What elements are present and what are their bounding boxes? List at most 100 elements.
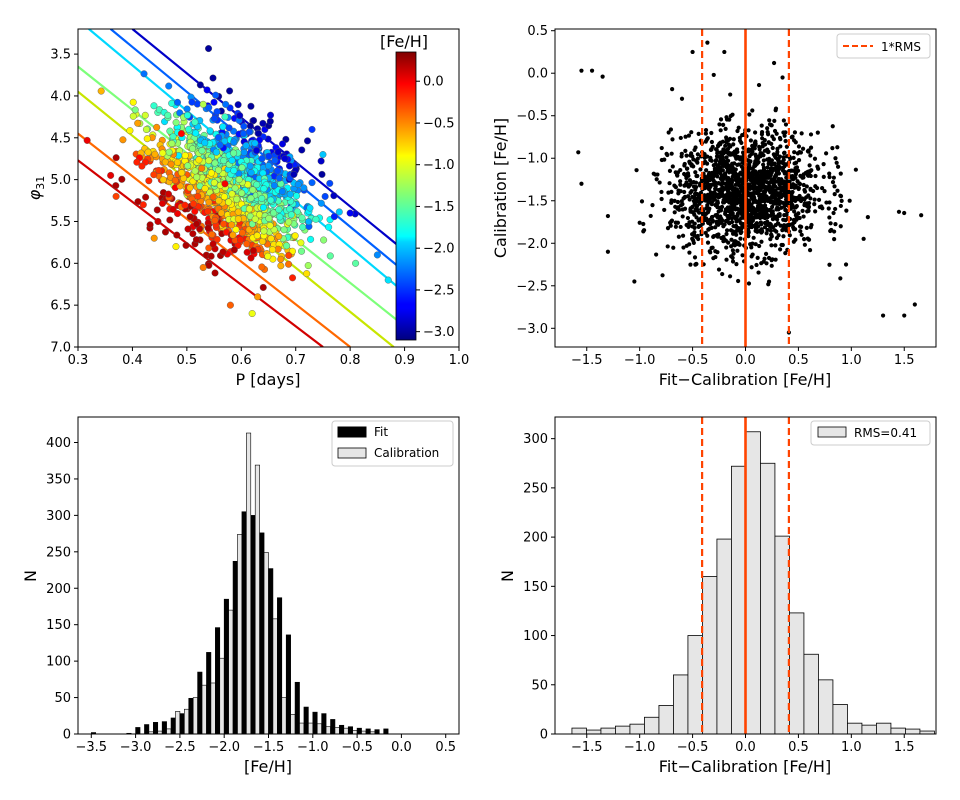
scatter-point: [715, 199, 720, 204]
scatter-point: [750, 178, 755, 183]
scatter-point: [752, 146, 757, 151]
scatter-point: [692, 212, 697, 217]
scatter-point: [632, 279, 637, 284]
scatter-point: [335, 208, 343, 216]
scatter-point: [912, 302, 917, 307]
scatter-point: [299, 223, 307, 231]
bar-fit: [170, 717, 176, 735]
scatter-point: [820, 185, 825, 191]
scatter-point: [683, 148, 688, 154]
scatter-point: [762, 191, 767, 197]
y-tick-label: 50: [531, 678, 548, 693]
scatter-point: [139, 201, 147, 209]
scatter-point: [734, 232, 739, 237]
scatter-point: [260, 227, 268, 235]
scatter-point: [720, 271, 725, 277]
scatter-point: [753, 141, 758, 146]
scatter-point: [189, 230, 197, 238]
scatter-point: [660, 273, 665, 278]
scatter-point: [828, 228, 833, 234]
scatter-point: [781, 181, 786, 186]
scatter-point: [734, 228, 739, 233]
scatter-point: [198, 147, 206, 155]
scatter-point: [797, 181, 802, 186]
scatter-point: [705, 136, 710, 141]
scatter-point: [726, 182, 731, 188]
bar-fit: [356, 727, 362, 735]
scatter-point: [230, 246, 238, 254]
scatter-point: [193, 220, 201, 228]
scatter-point: [723, 126, 728, 131]
scatter-point: [330, 192, 338, 200]
scatter-point: [144, 148, 152, 156]
scatter-point: [204, 224, 212, 232]
bar-fit: [197, 671, 203, 735]
scatter-point: [717, 161, 723, 167]
scatter-point: [705, 154, 710, 159]
scatter-point: [240, 148, 248, 156]
scatter-point: [727, 192, 732, 197]
scatter-point: [300, 184, 308, 192]
scatter-point: [209, 193, 217, 201]
scatter-point: [724, 160, 729, 165]
scatter-point: [727, 144, 732, 149]
scatter-point: [717, 194, 722, 199]
scatter-point: [769, 243, 774, 248]
scatter-point: [711, 72, 716, 78]
legend-label-fit: Fit: [374, 425, 388, 439]
scatter-point: [728, 113, 733, 119]
scatter-point: [687, 197, 692, 202]
scatter-point: [221, 180, 229, 188]
y-tick-label: 5.5: [50, 215, 71, 230]
x-tick-label: 0.8: [340, 353, 361, 368]
x-tick-label: 0.0: [735, 740, 756, 755]
scatter-point: [195, 156, 203, 164]
scatter-point: [726, 216, 731, 221]
scatter-point: [129, 112, 137, 120]
scatter-point: [97, 87, 105, 95]
scatter-point: [589, 68, 595, 73]
scatter-point: [792, 220, 797, 225]
scatter-point: [807, 163, 812, 168]
scatter-point: [740, 253, 745, 258]
scatter-point: [771, 60, 777, 66]
scatter-point: [693, 180, 699, 185]
scatter-point: [719, 182, 724, 187]
scatter-point: [654, 252, 659, 257]
scatter-point: [853, 167, 858, 172]
scatter-point: [695, 152, 700, 157]
scatter-point: [150, 234, 158, 242]
bar-fit: [144, 724, 150, 735]
scatter-point: [762, 175, 767, 180]
scatter-point: [821, 174, 826, 179]
panel-phi31-vs-period: 0.3 0.4 0.5 0.6 0.7 0.8 0.9 1.0 3.5 4.0 4.5 5.0 5.5…: [25, 28, 470, 389]
bar: [586, 729, 602, 735]
scatter-point: [752, 162, 757, 167]
scatter-point: [753, 130, 758, 135]
scatter-point: [214, 133, 222, 141]
x-tick-label: 1.0: [449, 353, 470, 368]
fit-line: [78, 159, 324, 347]
scatter-point: [676, 234, 681, 239]
scatter-point: [648, 213, 653, 219]
scatter-point: [833, 156, 838, 161]
scatter-point: [685, 166, 690, 171]
scatter-point: [673, 204, 678, 209]
scatter-point: [321, 192, 329, 200]
scatter-point: [782, 133, 787, 138]
bar-fit: [294, 681, 300, 735]
y-tick-label: 150: [46, 618, 71, 633]
scatter-point: [668, 127, 674, 132]
scatter-point: [759, 222, 764, 227]
scatter-point: [838, 203, 843, 209]
scatter-point: [800, 146, 806, 151]
scatter-point: [189, 200, 197, 208]
scatter-point: [161, 228, 169, 236]
bar-fit: [153, 722, 159, 735]
scatter-point: [234, 215, 242, 223]
scatter-point: [770, 145, 775, 151]
scatter-point: [210, 115, 218, 123]
scatter-point: [780, 75, 785, 80]
scatter-point: [196, 81, 204, 89]
